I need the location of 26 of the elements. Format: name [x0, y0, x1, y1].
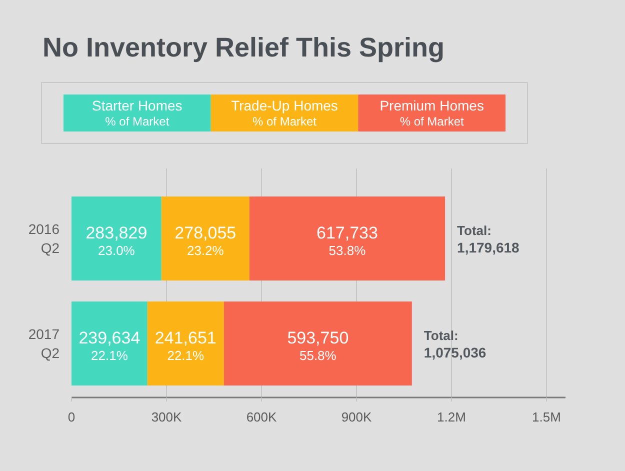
data-label: 593,750 55.8%: [287, 328, 349, 364]
bar: [249, 196, 446, 281]
bar: [147, 302, 224, 386]
data-label: 239,634 22.1%: [78, 328, 140, 364]
data-label: 278,055 23.2%: [174, 224, 236, 258]
total-label: Total: 1,179,618: [457, 223, 520, 256]
x-tick-label: 300K: [151, 410, 182, 424]
y-tick-label: 2016 Q2: [28, 220, 60, 256]
total-label: Total: 1,075,036: [424, 328, 486, 361]
text: Premium Homes % of Market: [380, 98, 484, 128]
bar: [161, 196, 250, 281]
data-label: 617,733 53.8%: [316, 224, 378, 258]
chart-title: No Inventory Relief This Spring: [42, 32, 445, 62]
bar: [224, 302, 412, 386]
x-tick-label: 1.5M: [532, 410, 561, 424]
y-tick-label: 2017 Q2: [28, 326, 60, 362]
text: Trade-Up Homes % of Market: [231, 98, 338, 128]
x-tick-label: 1.2M: [437, 410, 466, 424]
x-tick-label: 600K: [246, 410, 278, 424]
text: Starter Homes % of Market: [92, 98, 182, 128]
bar: [72, 196, 162, 281]
data-label: 283,829 23.0%: [86, 224, 148, 258]
x-tick-label: 900K: [341, 410, 372, 424]
x-tick-label: 0: [68, 410, 76, 424]
bar: [72, 302, 148, 386]
data-label: 241,651 22.1%: [154, 328, 216, 364]
